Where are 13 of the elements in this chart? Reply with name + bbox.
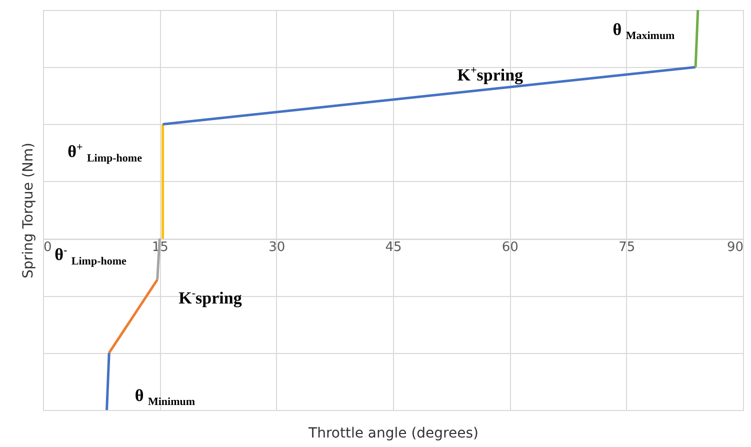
x-axis-title: Throttle angle (degrees) <box>308 426 478 442</box>
series-label: θ $_{Maximum}$ <box>612 19 675 42</box>
x-tick-label: 60 <box>502 240 518 256</box>
y-axis-title: Spring Torque (Nm) <box>20 142 36 278</box>
x-tick-label: 0 <box>44 240 52 256</box>
x-tick-label: 45 <box>385 240 402 256</box>
series-label: θ $_{Minimum}$ <box>134 386 196 409</box>
x-tick-label: 75 <box>618 240 636 256</box>
series-label: K$^{+}$spring <box>457 64 524 86</box>
x-tick-label: 15 <box>152 240 168 256</box>
x-tick-label: 30 <box>268 240 286 256</box>
series-label: K$^{-}$spring <box>178 288 242 309</box>
x-tick-label: 90 <box>726 240 744 256</box>
